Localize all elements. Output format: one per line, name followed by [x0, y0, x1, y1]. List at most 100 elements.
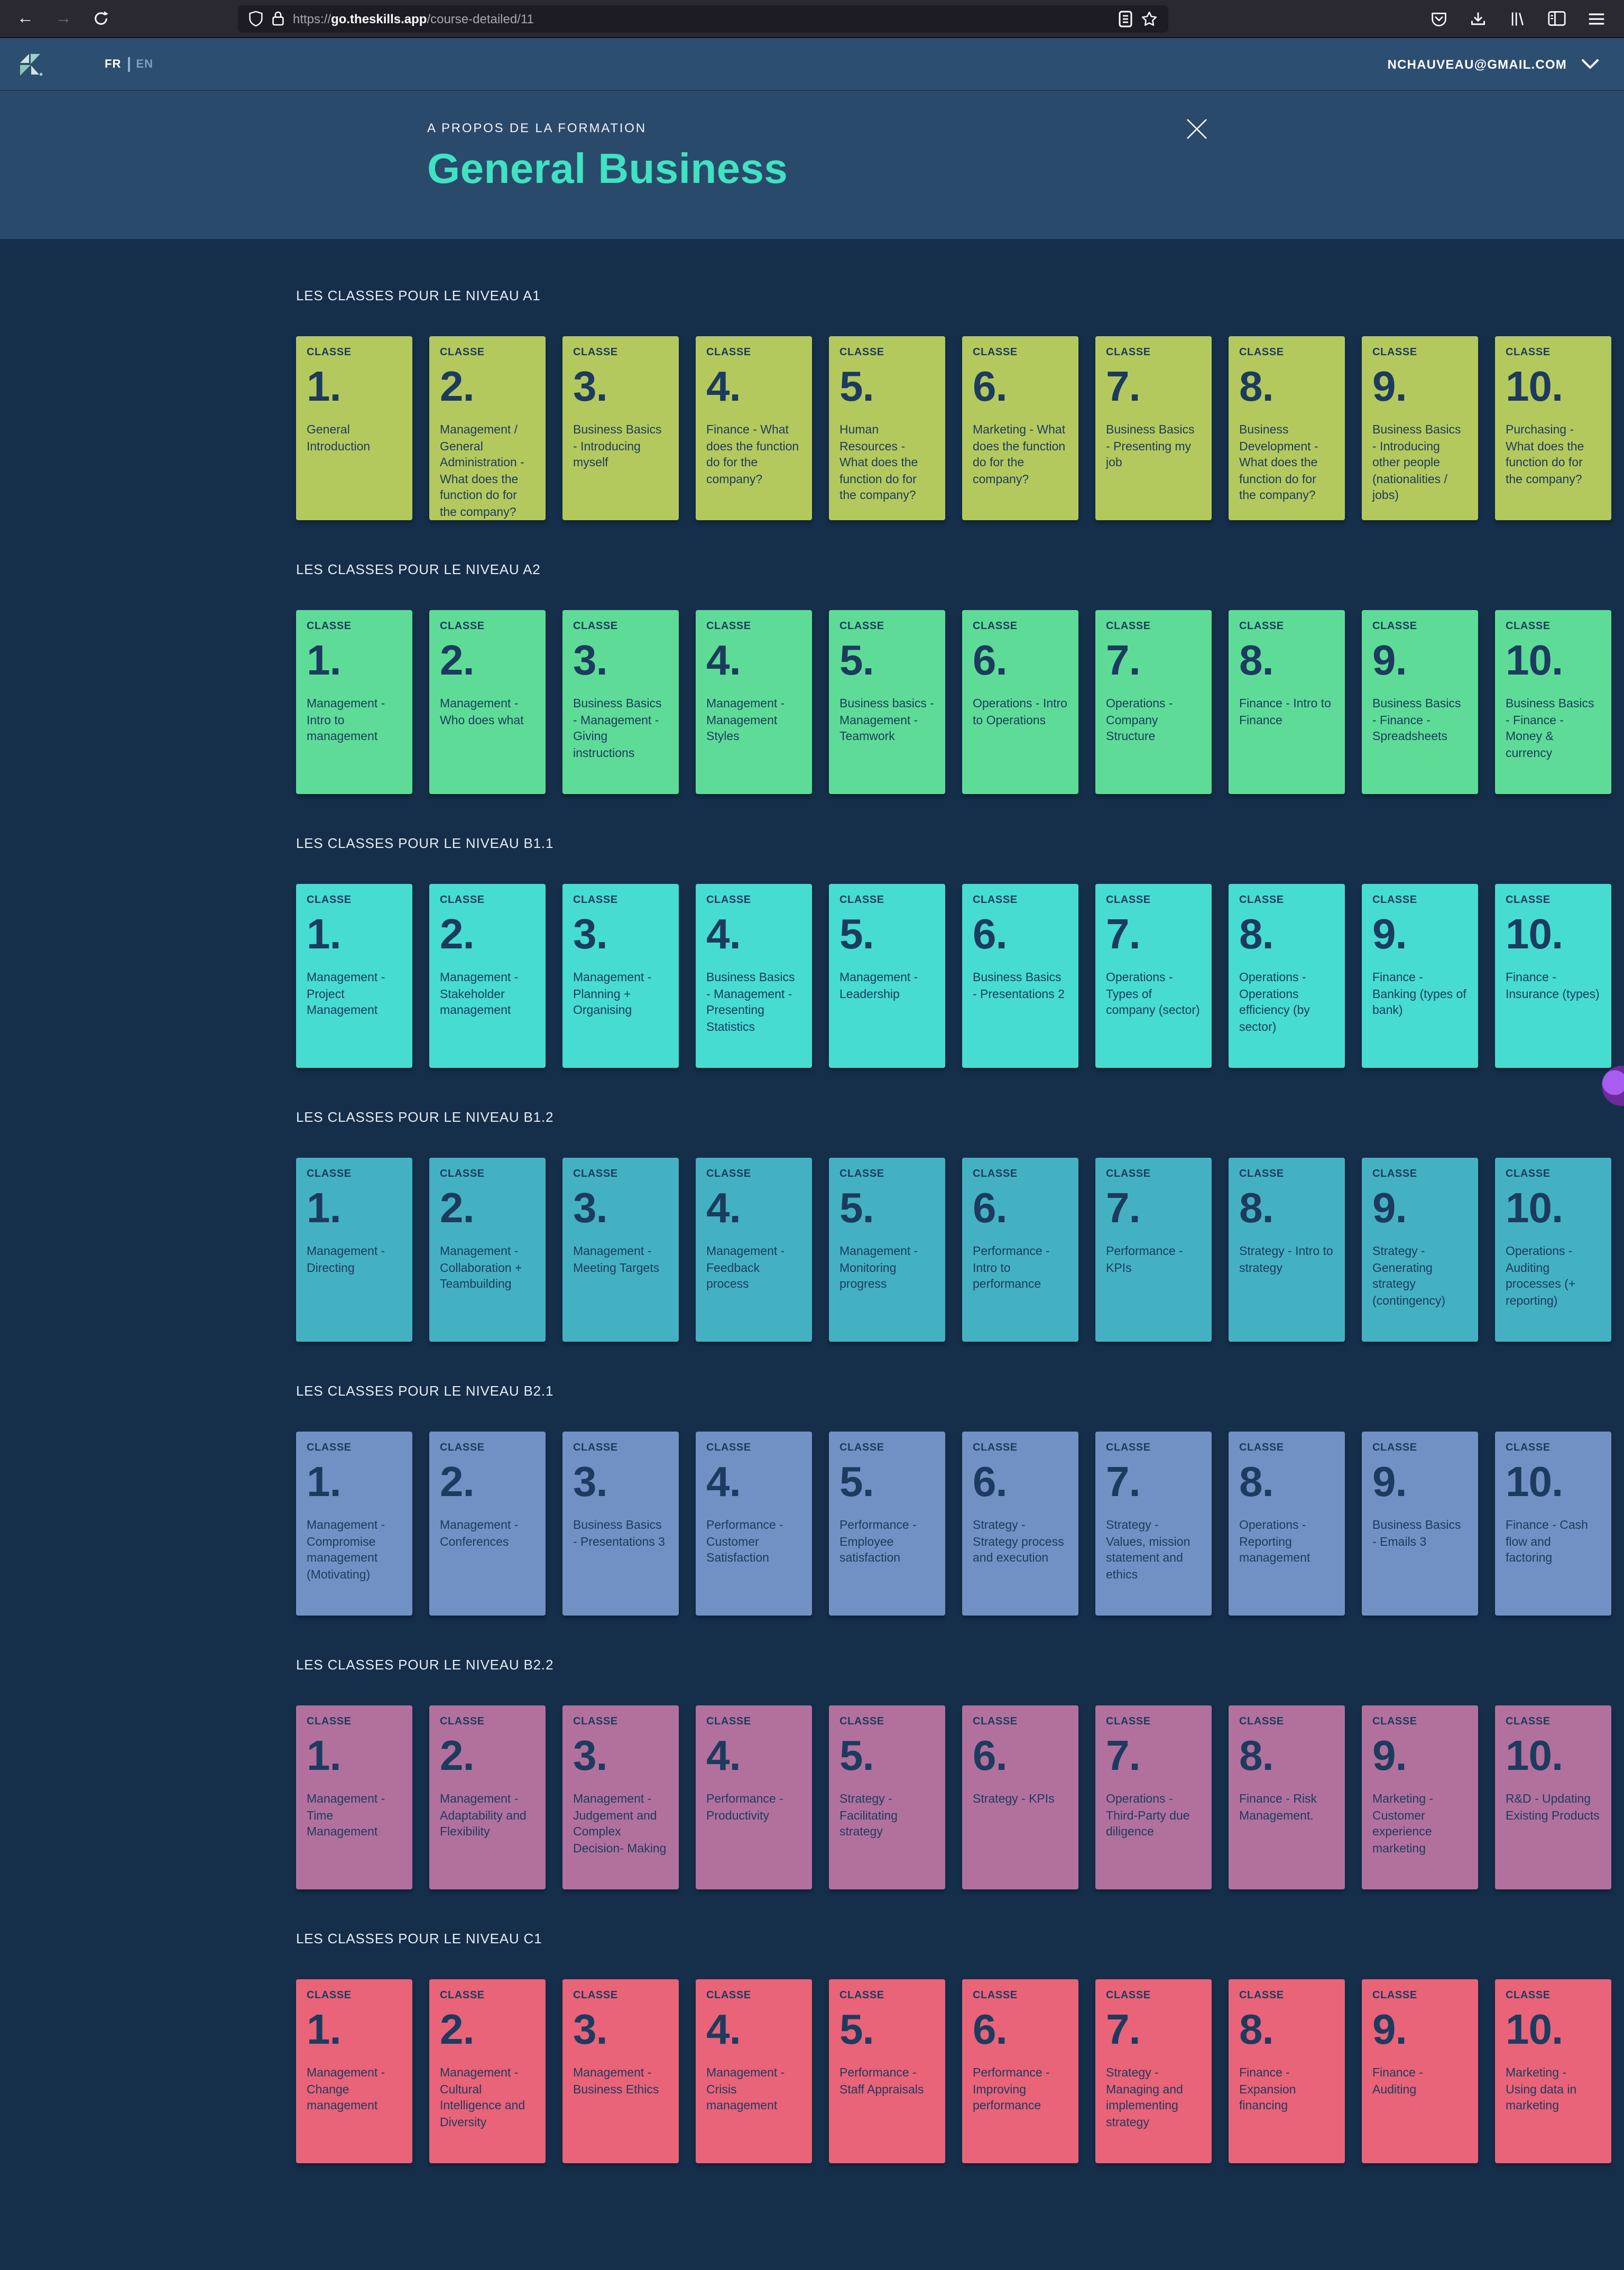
library-icon[interactable]: [1509, 10, 1526, 27]
menu-icon[interactable]: [1588, 11, 1605, 26]
class-card[interactable]: CLASSE 4. Management - Feedback process: [696, 1158, 812, 1342]
class-card[interactable]: CLASSE 9. Strategy - Generating strategy…: [1362, 1158, 1478, 1342]
lang-fr[interactable]: FR: [105, 58, 122, 70]
class-card[interactable]: CLASSE 6. Strategy - Strategy process an…: [962, 1432, 1078, 1616]
class-card[interactable]: CLASSE 9. Business Basics - Emails 3: [1362, 1432, 1478, 1616]
class-card[interactable]: CLASSE 4. Performance - Customer Satisfa…: [696, 1432, 812, 1616]
class-card[interactable]: CLASSE 1. Management - Change management: [296, 1979, 412, 2163]
class-card[interactable]: CLASSE 2. Management - Cultural Intellig…: [429, 1979, 546, 2163]
card-title: Operations - Operations efficiency (by s…: [1239, 972, 1310, 1034]
class-card[interactable]: CLASSE 10. Purchasing - What does the fu…: [1495, 336, 1611, 520]
class-card[interactable]: CLASSE 6. Business Basics - Presentation…: [962, 884, 1078, 1068]
class-card[interactable]: CLASSE 10. Finance - Cash flow and facto…: [1495, 1432, 1611, 1616]
card-title: Management - Meeting Targets: [573, 1245, 660, 1275]
card-title: Business Basics - Finance - Spreadsheets: [1372, 698, 1461, 743]
class-card[interactable]: CLASSE 9. Business Basics - Introducing …: [1362, 336, 1478, 520]
class-card[interactable]: CLASSE 9. Finance - Auditing: [1362, 1979, 1478, 2163]
card-number: 5.: [839, 364, 874, 410]
card-tag: CLASSE: [839, 1168, 884, 1180]
class-card[interactable]: CLASSE 4. Finance - What does the functi…: [696, 336, 812, 520]
class-card[interactable]: CLASSE 8. Finance - Intro to Finance: [1229, 610, 1345, 794]
class-card[interactable]: CLASSE 7. Business Basics - Presenting m…: [1095, 336, 1212, 520]
class-card[interactable]: CLASSE 5. Business basics - Management -…: [829, 610, 945, 794]
forward-button[interactable]: →: [55, 9, 72, 27]
class-card[interactable]: CLASSE 1. Management - Intro to manageme…: [296, 610, 412, 794]
class-card[interactable]: CLASSE 1. Management - Directing: [296, 1158, 412, 1342]
back-button[interactable]: ←: [17, 9, 34, 27]
class-card[interactable]: CLASSE 5. Performance - Staff Appraisals: [829, 1979, 945, 2163]
class-card[interactable]: CLASSE 5. Management - Leadership: [829, 884, 945, 1068]
class-card[interactable]: CLASSE 6. Strategy - KPIs: [962, 1705, 1078, 1889]
class-card[interactable]: CLASSE 7. Operations - Company Structure: [1095, 610, 1212, 794]
lock-icon[interactable]: [272, 11, 284, 26]
class-card[interactable]: CLASSE 8. Business Development - What do…: [1229, 336, 1345, 520]
class-card[interactable]: CLASSE 7. Operations - Types of company …: [1095, 884, 1212, 1068]
class-card[interactable]: CLASSE 8. Operations - Reporting managem…: [1229, 1432, 1345, 1616]
class-card[interactable]: CLASSE 2. Management - Collaboration + T…: [429, 1158, 546, 1342]
class-card[interactable]: CLASSE 8. Finance - Expansion financing: [1229, 1979, 1345, 2163]
class-card[interactable]: CLASSE 6. Marketing - What does the func…: [962, 336, 1078, 520]
class-card[interactable]: CLASSE 4. Performance - Productivity: [696, 1705, 812, 1889]
class-card[interactable]: CLASSE 1. Management - Project Managemen…: [296, 884, 412, 1068]
account-menu[interactable]: NCHAUVEAU@GMAIL.COM: [1387, 57, 1599, 71]
sidebar-toggle-icon[interactable]: [1548, 11, 1566, 26]
class-card[interactable]: CLASSE 8. Strategy - Intro to strategy: [1229, 1158, 1345, 1342]
class-card[interactable]: CLASSE 7. Operations - Third-Party due d…: [1095, 1705, 1212, 1889]
class-card[interactable]: CLASSE 6. Performance - Intro to perform…: [962, 1158, 1078, 1342]
card-title: Business Basics - Finance - Money & curr…: [1506, 698, 1594, 760]
app-header: FR EN NCHAUVEAU@GMAIL.COM: [0, 38, 1624, 91]
class-card[interactable]: CLASSE 3. Business Basics - Introducing …: [562, 336, 679, 520]
card-tag: CLASSE: [1239, 894, 1284, 906]
class-card[interactable]: CLASSE 3. Management - Planning + Organi…: [562, 884, 679, 1068]
class-card[interactable]: CLASSE 6. Performance - Improving perfor…: [962, 1979, 1078, 2163]
class-card[interactable]: CLASSE 10. Operations - Auditing process…: [1495, 1158, 1611, 1342]
lang-en[interactable]: EN: [136, 58, 153, 70]
class-card[interactable]: CLASSE 10. Finance - Insurance (types): [1495, 884, 1611, 1068]
card-title: Management - Project Management: [307, 972, 385, 1017]
class-card[interactable]: CLASSE 7. Performance - KPIs: [1095, 1158, 1212, 1342]
class-card[interactable]: CLASSE 5. Management - Monitoring progre…: [829, 1158, 945, 1342]
class-card[interactable]: CLASSE 3. Business Basics - Presentation…: [562, 1432, 679, 1616]
shield-icon[interactable]: [248, 11, 263, 26]
class-card[interactable]: CLASSE 2. Management - Adaptability and …: [429, 1705, 546, 1889]
class-card[interactable]: CLASSE 4. Management - Crisis management: [696, 1979, 812, 2163]
class-card[interactable]: CLASSE 9. Finance - Banking (types of ba…: [1362, 884, 1478, 1068]
card-tag: CLASSE: [1106, 1716, 1151, 1728]
class-card[interactable]: CLASSE 3. Management - Judgement and Com…: [562, 1705, 679, 1889]
class-card[interactable]: CLASSE 6. Operations - Intro to Operatio…: [962, 610, 1078, 794]
reader-mode-icon[interactable]: [1119, 10, 1132, 27]
class-card[interactable]: CLASSE 4. Management - Management Styles: [696, 610, 812, 794]
class-card[interactable]: CLASSE 1. Management - Time Management: [296, 1705, 412, 1889]
class-card[interactable]: CLASSE 4. Business Basics - Management -…: [696, 884, 812, 1068]
class-card[interactable]: CLASSE 5. Strategy - Facilitating strate…: [829, 1705, 945, 1889]
class-card[interactable]: CLASSE 8. Finance - Risk Management.: [1229, 1705, 1345, 1889]
class-card[interactable]: CLASSE 7. Strategy - Managing and implem…: [1095, 1979, 1212, 2163]
class-card[interactable]: CLASSE 7. Strategy - Values, mission sta…: [1095, 1432, 1212, 1616]
theskills-logo[interactable]: [18, 51, 43, 77]
url-bar[interactable]: https://go.theskills.app/course-detailed…: [238, 5, 1168, 32]
card-tag: CLASSE: [573, 1990, 618, 2001]
class-card[interactable]: CLASSE 5. Human Resources - What does th…: [829, 336, 945, 520]
pocket-icon[interactable]: [1431, 10, 1447, 27]
class-card[interactable]: CLASSE 3. Business Basics - Management -…: [562, 610, 679, 794]
class-card[interactable]: CLASSE 5. Performance - Employee satisfa…: [829, 1432, 945, 1616]
class-card[interactable]: CLASSE 1. Management - Compromise manage…: [296, 1432, 412, 1616]
card-tag: CLASSE: [1372, 1168, 1417, 1180]
class-card[interactable]: CLASSE 10. Business Basics - Finance - M…: [1495, 610, 1611, 794]
bookmark-star-icon[interactable]: [1141, 10, 1158, 27]
class-card[interactable]: CLASSE 1. General Introduction: [296, 336, 412, 520]
class-card[interactable]: CLASSE 10. R&D - Updating Existing Produ…: [1495, 1705, 1611, 1889]
class-card[interactable]: CLASSE 9. Marketing - Customer experienc…: [1362, 1705, 1478, 1889]
reload-button[interactable]: [93, 11, 109, 26]
class-card[interactable]: CLASSE 2. Management - Conferences: [429, 1432, 546, 1616]
class-card[interactable]: CLASSE 9. Business Basics - Finance - Sp…: [1362, 610, 1478, 794]
class-card[interactable]: CLASSE 8. Operations - Operations effici…: [1229, 884, 1345, 1068]
close-button[interactable]: [1182, 114, 1212, 144]
class-card[interactable]: CLASSE 2. Management - Who does what: [429, 610, 546, 794]
class-card[interactable]: CLASSE 2. Management / General Administr…: [429, 336, 546, 520]
downloads-icon[interactable]: [1470, 10, 1487, 27]
class-card[interactable]: CLASSE 10. Marketing - Using data in mar…: [1495, 1979, 1611, 2163]
class-card[interactable]: CLASSE 3. Management - Meeting Targets: [562, 1158, 679, 1342]
class-card[interactable]: CLASSE 2. Management - Stakeholder manag…: [429, 884, 546, 1068]
class-card[interactable]: CLASSE 3. Management - Business Ethics: [562, 1979, 679, 2163]
